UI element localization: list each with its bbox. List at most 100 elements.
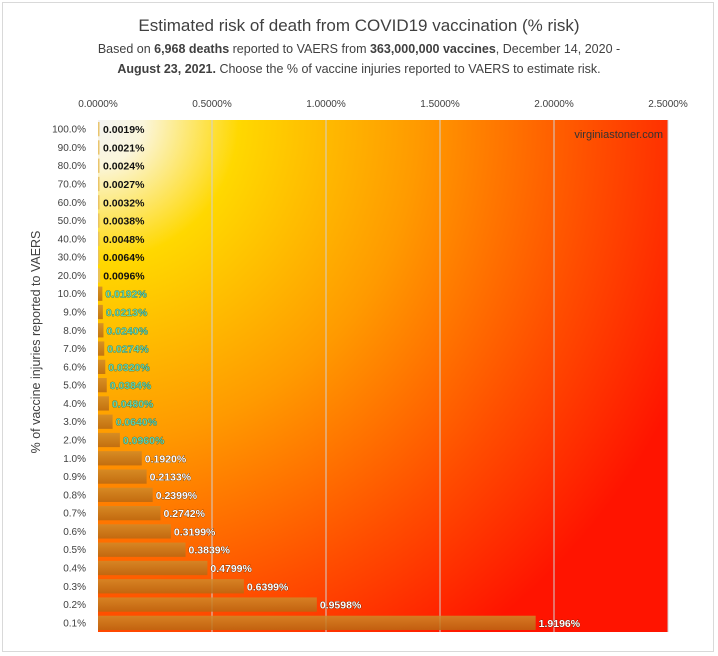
y-tick-label: 0.3% <box>63 582 86 593</box>
y-tick-label: 80.0% <box>58 161 86 172</box>
data-label: 0.0640% <box>116 417 158 429</box>
subtitle-text: Choose the % of vaccine injuries reporte… <box>215 62 601 76</box>
data-label: 0.0038% <box>103 216 145 228</box>
data-label: 0.4799% <box>210 563 252 575</box>
bar <box>98 122 100 137</box>
data-label: 0.0960% <box>123 435 165 447</box>
data-label: 0.0024% <box>103 161 145 173</box>
plot-area <box>98 120 668 632</box>
bar <box>98 506 161 521</box>
data-label: 0.0032% <box>103 197 145 209</box>
x-axis: 0.0000% 0.5000% 1.0000% 1.5000% 2.0000% 2.500… <box>78 99 688 110</box>
bars <box>98 122 536 630</box>
bar <box>98 268 101 283</box>
data-label: 0.2133% <box>150 472 192 484</box>
y-tick-label: 0.8% <box>63 490 86 501</box>
bar <box>98 451 142 466</box>
subtitle-deaths: 6,968 <box>154 42 186 56</box>
bar <box>98 359 106 374</box>
y-tick-label: 40.0% <box>58 234 86 245</box>
data-label: 0.0213% <box>106 307 148 319</box>
bar <box>98 304 103 320</box>
y-tick-label: 30.0% <box>58 253 86 264</box>
bar <box>98 432 120 448</box>
subtitle-date: August 23, 2021. <box>117 62 216 76</box>
x-tick-label: 0.0000% <box>78 99 118 110</box>
data-label: 0.6399% <box>247 581 289 593</box>
subtitle-vaccines-word: vaccines <box>439 42 496 56</box>
y-tick-label: 5.0% <box>63 381 86 392</box>
y-axis: 100.0% 90.0% 80.0% 70.0% 60.0% 50.0% 40.0% 30.0… <box>52 125 86 630</box>
x-tick-label: 2.0000% <box>534 99 574 110</box>
bar <box>98 597 317 612</box>
data-label: 0.3839% <box>189 545 231 557</box>
y-tick-label: 6.0% <box>63 362 86 373</box>
y-tick-label: 10.0% <box>58 289 86 300</box>
data-label: 1.9196% <box>539 618 581 630</box>
chart-title: Estimated risk of death from COVID19 vac… <box>138 16 580 35</box>
bar <box>98 378 107 393</box>
y-tick-label: 9.0% <box>63 308 86 319</box>
data-label: 0.0480% <box>112 398 154 410</box>
bar <box>98 176 100 192</box>
bar <box>98 524 171 539</box>
gridlines <box>211 120 669 632</box>
data-label: 0.0021% <box>103 142 145 154</box>
y-tick-label: 0.1% <box>63 618 86 629</box>
y-tick-label: 0.5% <box>63 545 86 556</box>
bar <box>98 286 103 301</box>
data-label: 0.0048% <box>103 234 145 246</box>
data-label: 0.9598% <box>320 600 362 612</box>
y-tick-label: 8.0% <box>63 326 86 337</box>
bar <box>98 396 109 411</box>
bar <box>98 140 100 155</box>
x-tick-label: 2.5000% <box>648 99 688 110</box>
y-tick-label: 20.0% <box>58 271 86 282</box>
data-label: 0.0274% <box>107 344 149 356</box>
bar <box>98 487 153 502</box>
bar <box>98 158 100 173</box>
data-label: 0.0027% <box>103 179 145 191</box>
y-tick-label: 1.0% <box>63 454 86 465</box>
data-label: 0.2742% <box>164 508 206 520</box>
y-axis-label: % of vaccine injuries reported to VAERS <box>29 231 43 454</box>
y-tick-label: 0.4% <box>63 564 86 575</box>
x-tick-label: 1.0000% <box>306 99 346 110</box>
data-label: 0.0019% <box>103 124 145 136</box>
bar <box>98 414 113 429</box>
chart-subtitle-line2: August 23, 2021. Choose the % of vaccine… <box>0 62 718 76</box>
data-label: 0.0240% <box>106 325 148 337</box>
y-tick-label: 2.0% <box>63 436 86 447</box>
y-tick-label: 4.0% <box>63 399 86 410</box>
x-tick-label: 0.5000% <box>192 99 232 110</box>
data-label: 0.0192% <box>105 289 147 301</box>
chart-subtitle-line1: Based on 6,968 deaths reported to VAERS … <box>0 42 718 56</box>
data-label: 0.3199% <box>174 526 216 538</box>
data-label: 0.0320% <box>108 362 150 374</box>
data-labels: 0.0019% 0.0021% 0.0024% 0.0027% 0.0032% 0.003… <box>103 124 581 630</box>
y-tick-label: 0.7% <box>63 509 86 520</box>
bar <box>98 323 104 338</box>
data-label: 0.2399% <box>156 490 198 502</box>
bar <box>98 213 100 228</box>
subtitle-vaccines: 363,000,000 <box>369 42 440 56</box>
watermark: virginiastoner.com <box>574 129 663 141</box>
subtitle-text: reported to VAERS from <box>229 42 370 56</box>
bar <box>98 250 100 265</box>
data-label: 0.0384% <box>110 380 152 392</box>
y-tick-label: 0.6% <box>63 527 86 538</box>
y-tick-label: 60.0% <box>58 198 86 209</box>
subtitle-deaths-word: deaths <box>185 42 230 56</box>
bar <box>98 469 147 484</box>
y-tick-label: 3.0% <box>63 417 86 428</box>
x-tick-label: 1.5000% <box>420 99 460 110</box>
y-tick-label: 7.0% <box>63 344 86 355</box>
subtitle-text: , December 14, 2020 - <box>495 42 621 56</box>
y-tick-label: 0.9% <box>63 472 86 483</box>
bar <box>98 231 100 246</box>
data-label: 0.1920% <box>145 453 187 465</box>
data-label: 0.0064% <box>103 252 145 264</box>
bar <box>98 560 208 576</box>
bar <box>98 579 244 594</box>
